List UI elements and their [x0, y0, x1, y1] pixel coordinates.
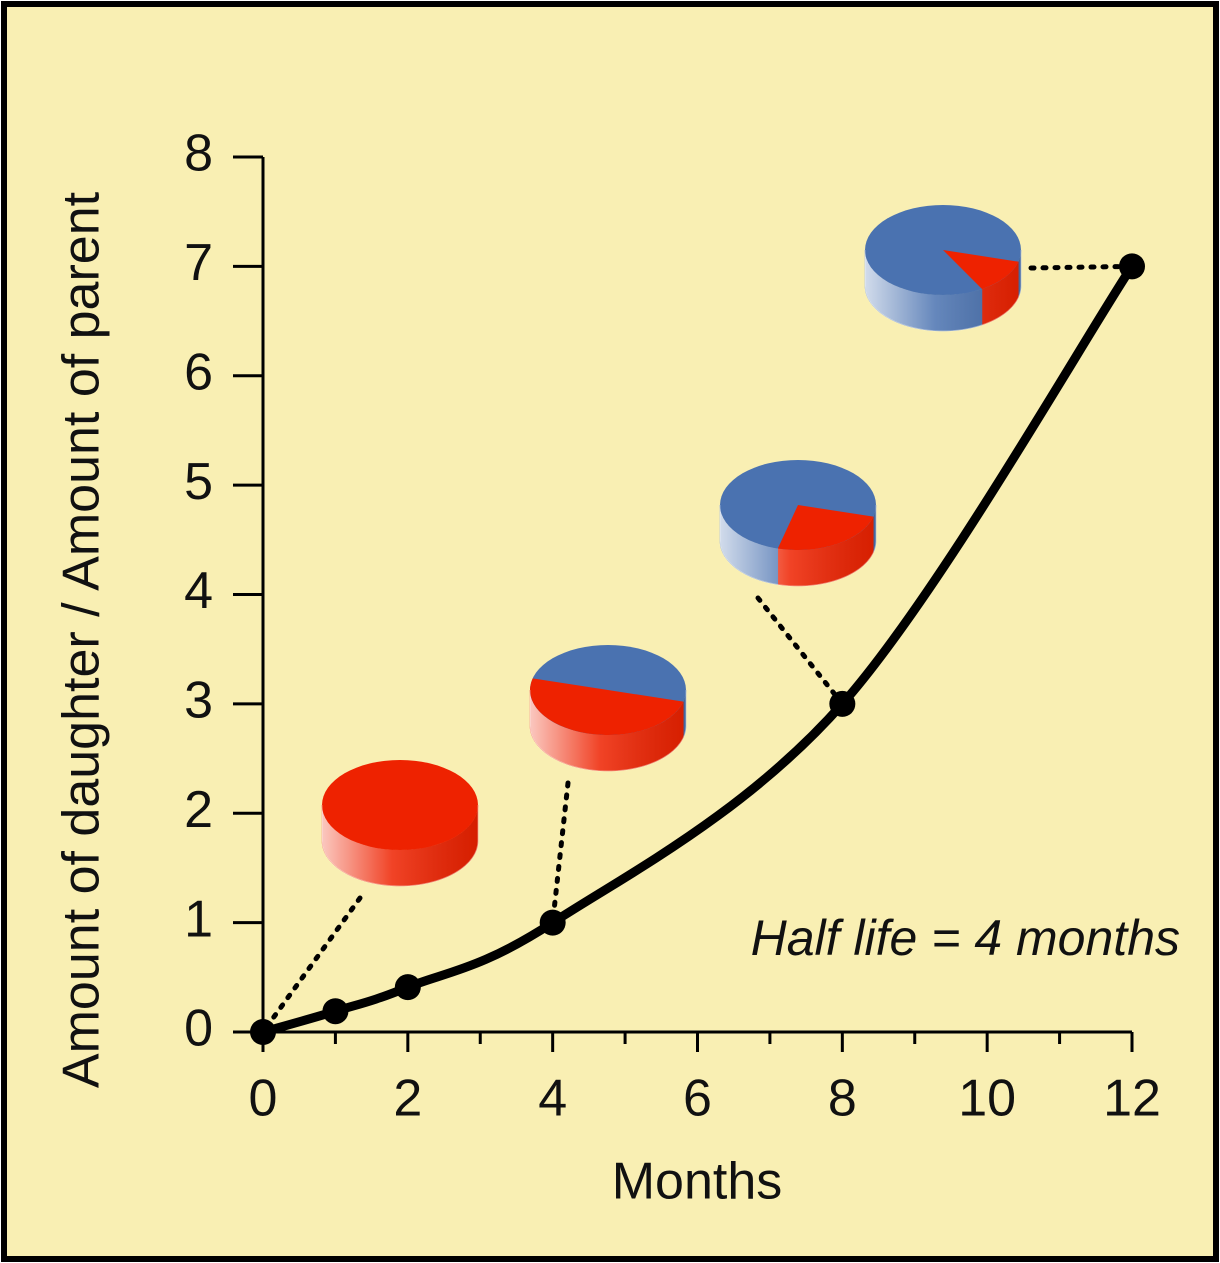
leader [755, 595, 845, 707]
x-tick-label: 8 [828, 1070, 857, 1128]
point [394, 974, 421, 1001]
y-tick-label: 7 [184, 234, 213, 292]
y-tick-label: 4 [184, 562, 213, 620]
pie-shade [530, 690, 686, 771]
y-tick-label: 0 [184, 1000, 213, 1058]
leader [1028, 263, 1135, 271]
point [322, 998, 349, 1025]
x-tick-label: 10 [958, 1070, 1016, 1128]
y-tick-label: 8 [184, 125, 213, 183]
pie-shade [322, 805, 478, 886]
point [250, 1019, 276, 1045]
pie-wedge [943, 250, 1019, 289]
pie-outline [719, 505, 877, 587]
pie-top [322, 760, 478, 850]
leaders [260, 263, 1135, 1035]
x-tick-label: 12 [1103, 1070, 1161, 1128]
x-tick-label: 6 [683, 1070, 712, 1128]
pie-outline [864, 250, 1022, 332]
y-tick-label: 1 [184, 890, 213, 948]
pie [321, 760, 479, 887]
pie [719, 460, 877, 587]
x-tick-label: 2 [393, 1070, 422, 1128]
point [829, 690, 856, 717]
line [258, 261, 1137, 1037]
pie-wedge [777, 505, 874, 550]
pie [864, 205, 1022, 332]
pies [321, 205, 1022, 887]
x-tick-label: 0 [249, 1070, 278, 1128]
y-tick-label: 3 [184, 672, 213, 730]
x-axis-label: Months [612, 1153, 783, 1211]
y-axis-label: Amount of daughter / Amount of parent [53, 191, 111, 1088]
y-tick-label: 6 [184, 343, 213, 401]
point [539, 909, 566, 936]
pie-shade [865, 250, 1021, 331]
x-tick-label: 4 [538, 1070, 567, 1128]
y-tick-label: 2 [184, 781, 213, 839]
leader [260, 895, 363, 1035]
y-tick-label: 5 [184, 453, 213, 511]
pie-outline [321, 805, 479, 887]
leader [550, 780, 571, 926]
point [1119, 253, 1145, 280]
pie-outline [529, 690, 687, 772]
pie-wedge [530, 678, 684, 735]
annotation: Half life = 4 months [751, 910, 1180, 966]
pie [529, 645, 687, 772]
pie-shade [720, 505, 876, 586]
